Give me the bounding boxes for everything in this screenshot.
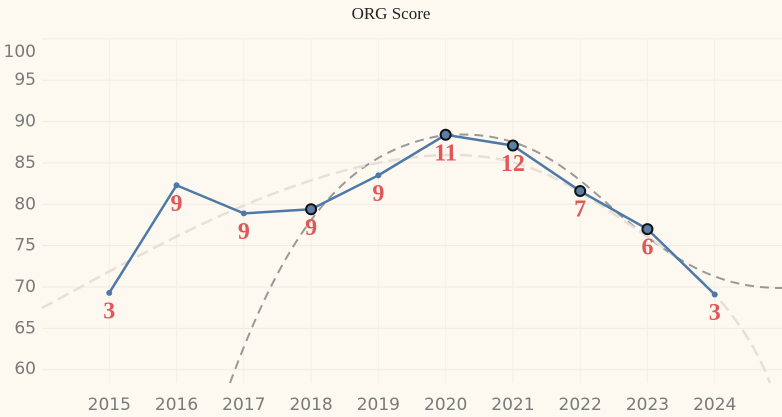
- y-tick-label: 65: [14, 318, 36, 338]
- x-tick-label: 2020: [424, 395, 467, 415]
- point-label: 9: [171, 191, 183, 217]
- y-tick-label: 70: [14, 277, 36, 297]
- point-label: 9: [372, 181, 384, 207]
- point-label: 9: [305, 215, 317, 241]
- data-point: [240, 210, 247, 217]
- y-tick-label: 100: [4, 42, 36, 62]
- point-label: 3: [103, 298, 115, 324]
- point-label: 6: [641, 235, 653, 261]
- point-label: 3: [709, 300, 721, 326]
- data-point: [711, 291, 718, 298]
- data-point: [305, 203, 318, 216]
- y-tick-label: 85: [14, 153, 36, 173]
- x-tick-label: 2018: [289, 395, 332, 415]
- y-tick-label: 95: [14, 70, 36, 90]
- x-tick-label: 2015: [88, 395, 131, 415]
- y-tick-label: 75: [14, 236, 36, 256]
- x-tick-label: 2023: [626, 395, 669, 415]
- point-label: 7: [574, 197, 586, 223]
- data-point: [506, 139, 519, 152]
- grid: 60 65 70 75 80 85 90 95 100 2015 2016 2017 2018 2019 2…: [4, 38, 782, 415]
- x-tick-label: 2019: [357, 395, 400, 415]
- y-tick-label: 90: [14, 112, 36, 132]
- line: [108, 133, 716, 296]
- point-label: 12: [501, 151, 525, 177]
- plot: 3 9 9 9 9 11 12 7 6 3: [103, 128, 721, 326]
- data-point: [439, 128, 452, 141]
- x-tick-label: 2022: [559, 395, 602, 415]
- data-point: [375, 172, 382, 179]
- point-label: 9: [238, 219, 250, 245]
- data-point: [641, 223, 654, 236]
- x-tick-label: 2021: [491, 395, 534, 415]
- point-label: 11: [434, 140, 457, 166]
- trend-curve: [229, 133, 782, 384]
- chart-title: ORG Score: [352, 4, 431, 23]
- data-point: [173, 182, 180, 189]
- x-tick-label: 2024: [693, 395, 736, 415]
- x-tick-label: 2016: [155, 395, 198, 415]
- x-tick-label: 2017: [222, 395, 265, 415]
- data-point: [106, 289, 113, 296]
- data-point: [574, 185, 587, 198]
- y-tick-label: 80: [14, 194, 36, 214]
- y-tick-label: 60: [14, 359, 36, 379]
